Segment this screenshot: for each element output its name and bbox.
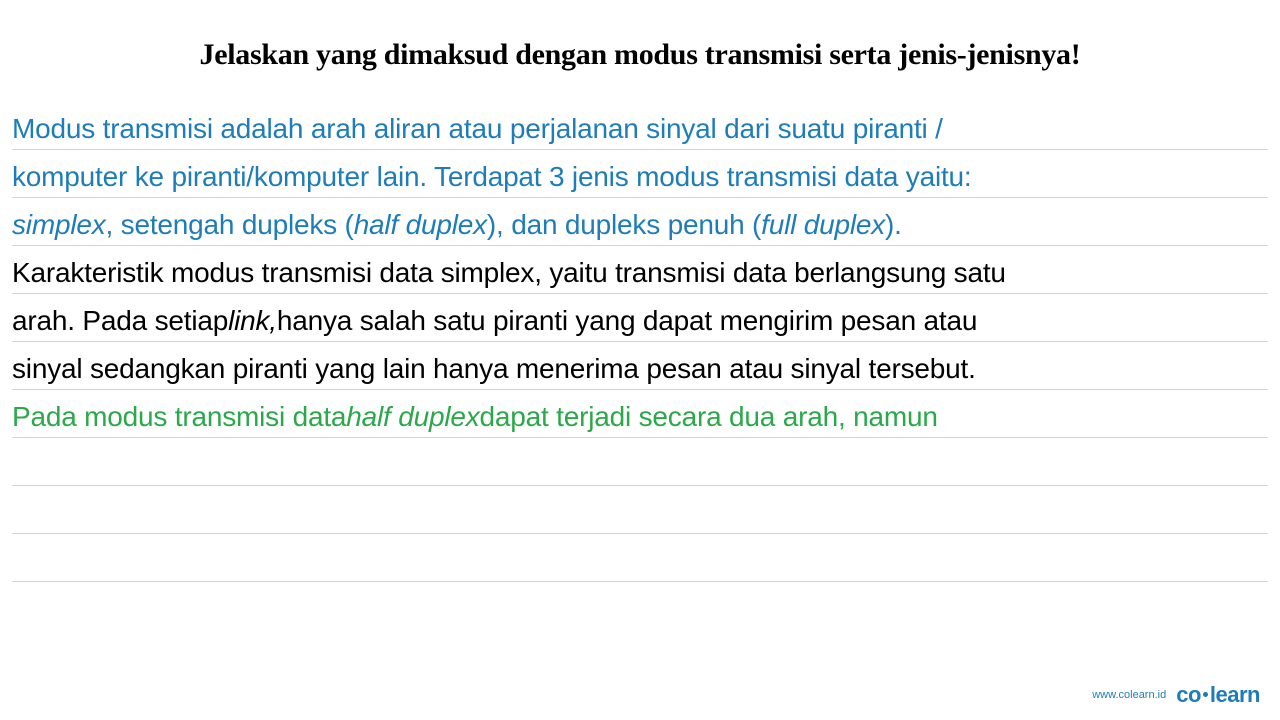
line4-text: Karakteristik modus transmisi data simpl… — [12, 257, 1006, 289]
lined-content-area: Modus transmisi adalah arah aliran atau … — [0, 102, 1280, 582]
footer-logo: colearn — [1176, 682, 1260, 708]
line3-mid1: , setengah dupleks ( — [106, 209, 354, 241]
empty-line-10 — [12, 534, 1268, 582]
line7-a: Pada modus transmisi data — [12, 401, 346, 433]
line3-mid2: ), dan dupleks penuh ( — [487, 209, 761, 241]
line7-italic: half duplex — [346, 401, 479, 433]
line3-end: ). — [885, 209, 902, 241]
logo-part-b: learn — [1210, 682, 1260, 707]
content-line-6: sinyal sedangkan piranti yang lain hanya… — [12, 342, 1268, 390]
content-line-3: simplex, setengah dupleks (half duplex),… — [12, 198, 1268, 246]
content-line-5: arah. Pada setiap link, hanya salah satu… — [12, 294, 1268, 342]
footer-url: www.colearn.id — [1092, 689, 1166, 701]
content-line-2: komputer ke piranti/komputer lain. Terda… — [12, 150, 1268, 198]
content-line-1: Modus transmisi adalah arah aliran atau … — [12, 102, 1268, 150]
line3-half: half duplex — [354, 209, 487, 241]
footer: www.colearn.id colearn — [1092, 682, 1260, 708]
line2-text: komputer ke piranti/komputer lain. Terda… — [12, 161, 972, 193]
content-line-7: Pada modus transmisi data half duplex da… — [12, 390, 1268, 438]
line3-simplex: simplex — [12, 209, 106, 241]
line3-full: full duplex — [761, 209, 885, 241]
logo-part-a: co — [1176, 682, 1201, 707]
content-line-4: Karakteristik modus transmisi data simpl… — [12, 246, 1268, 294]
line1-text: Modus transmisi adalah arah aliran atau … — [12, 113, 943, 145]
line6-text: sinyal sedangkan piranti yang lain hanya… — [12, 353, 976, 385]
line5-b: hanya salah satu piranti yang dapat meng… — [277, 305, 977, 337]
logo-dot-icon — [1203, 692, 1208, 697]
empty-line-8 — [12, 438, 1268, 486]
empty-line-9 — [12, 486, 1268, 534]
line5-a: arah. Pada setiap — [12, 305, 228, 337]
question-title: Jelaskan yang dimaksud dengan modus tran… — [0, 0, 1280, 102]
line7-b: dapat terjadi secara dua arah, namun — [480, 401, 938, 433]
line5-italic: link, — [228, 305, 277, 337]
